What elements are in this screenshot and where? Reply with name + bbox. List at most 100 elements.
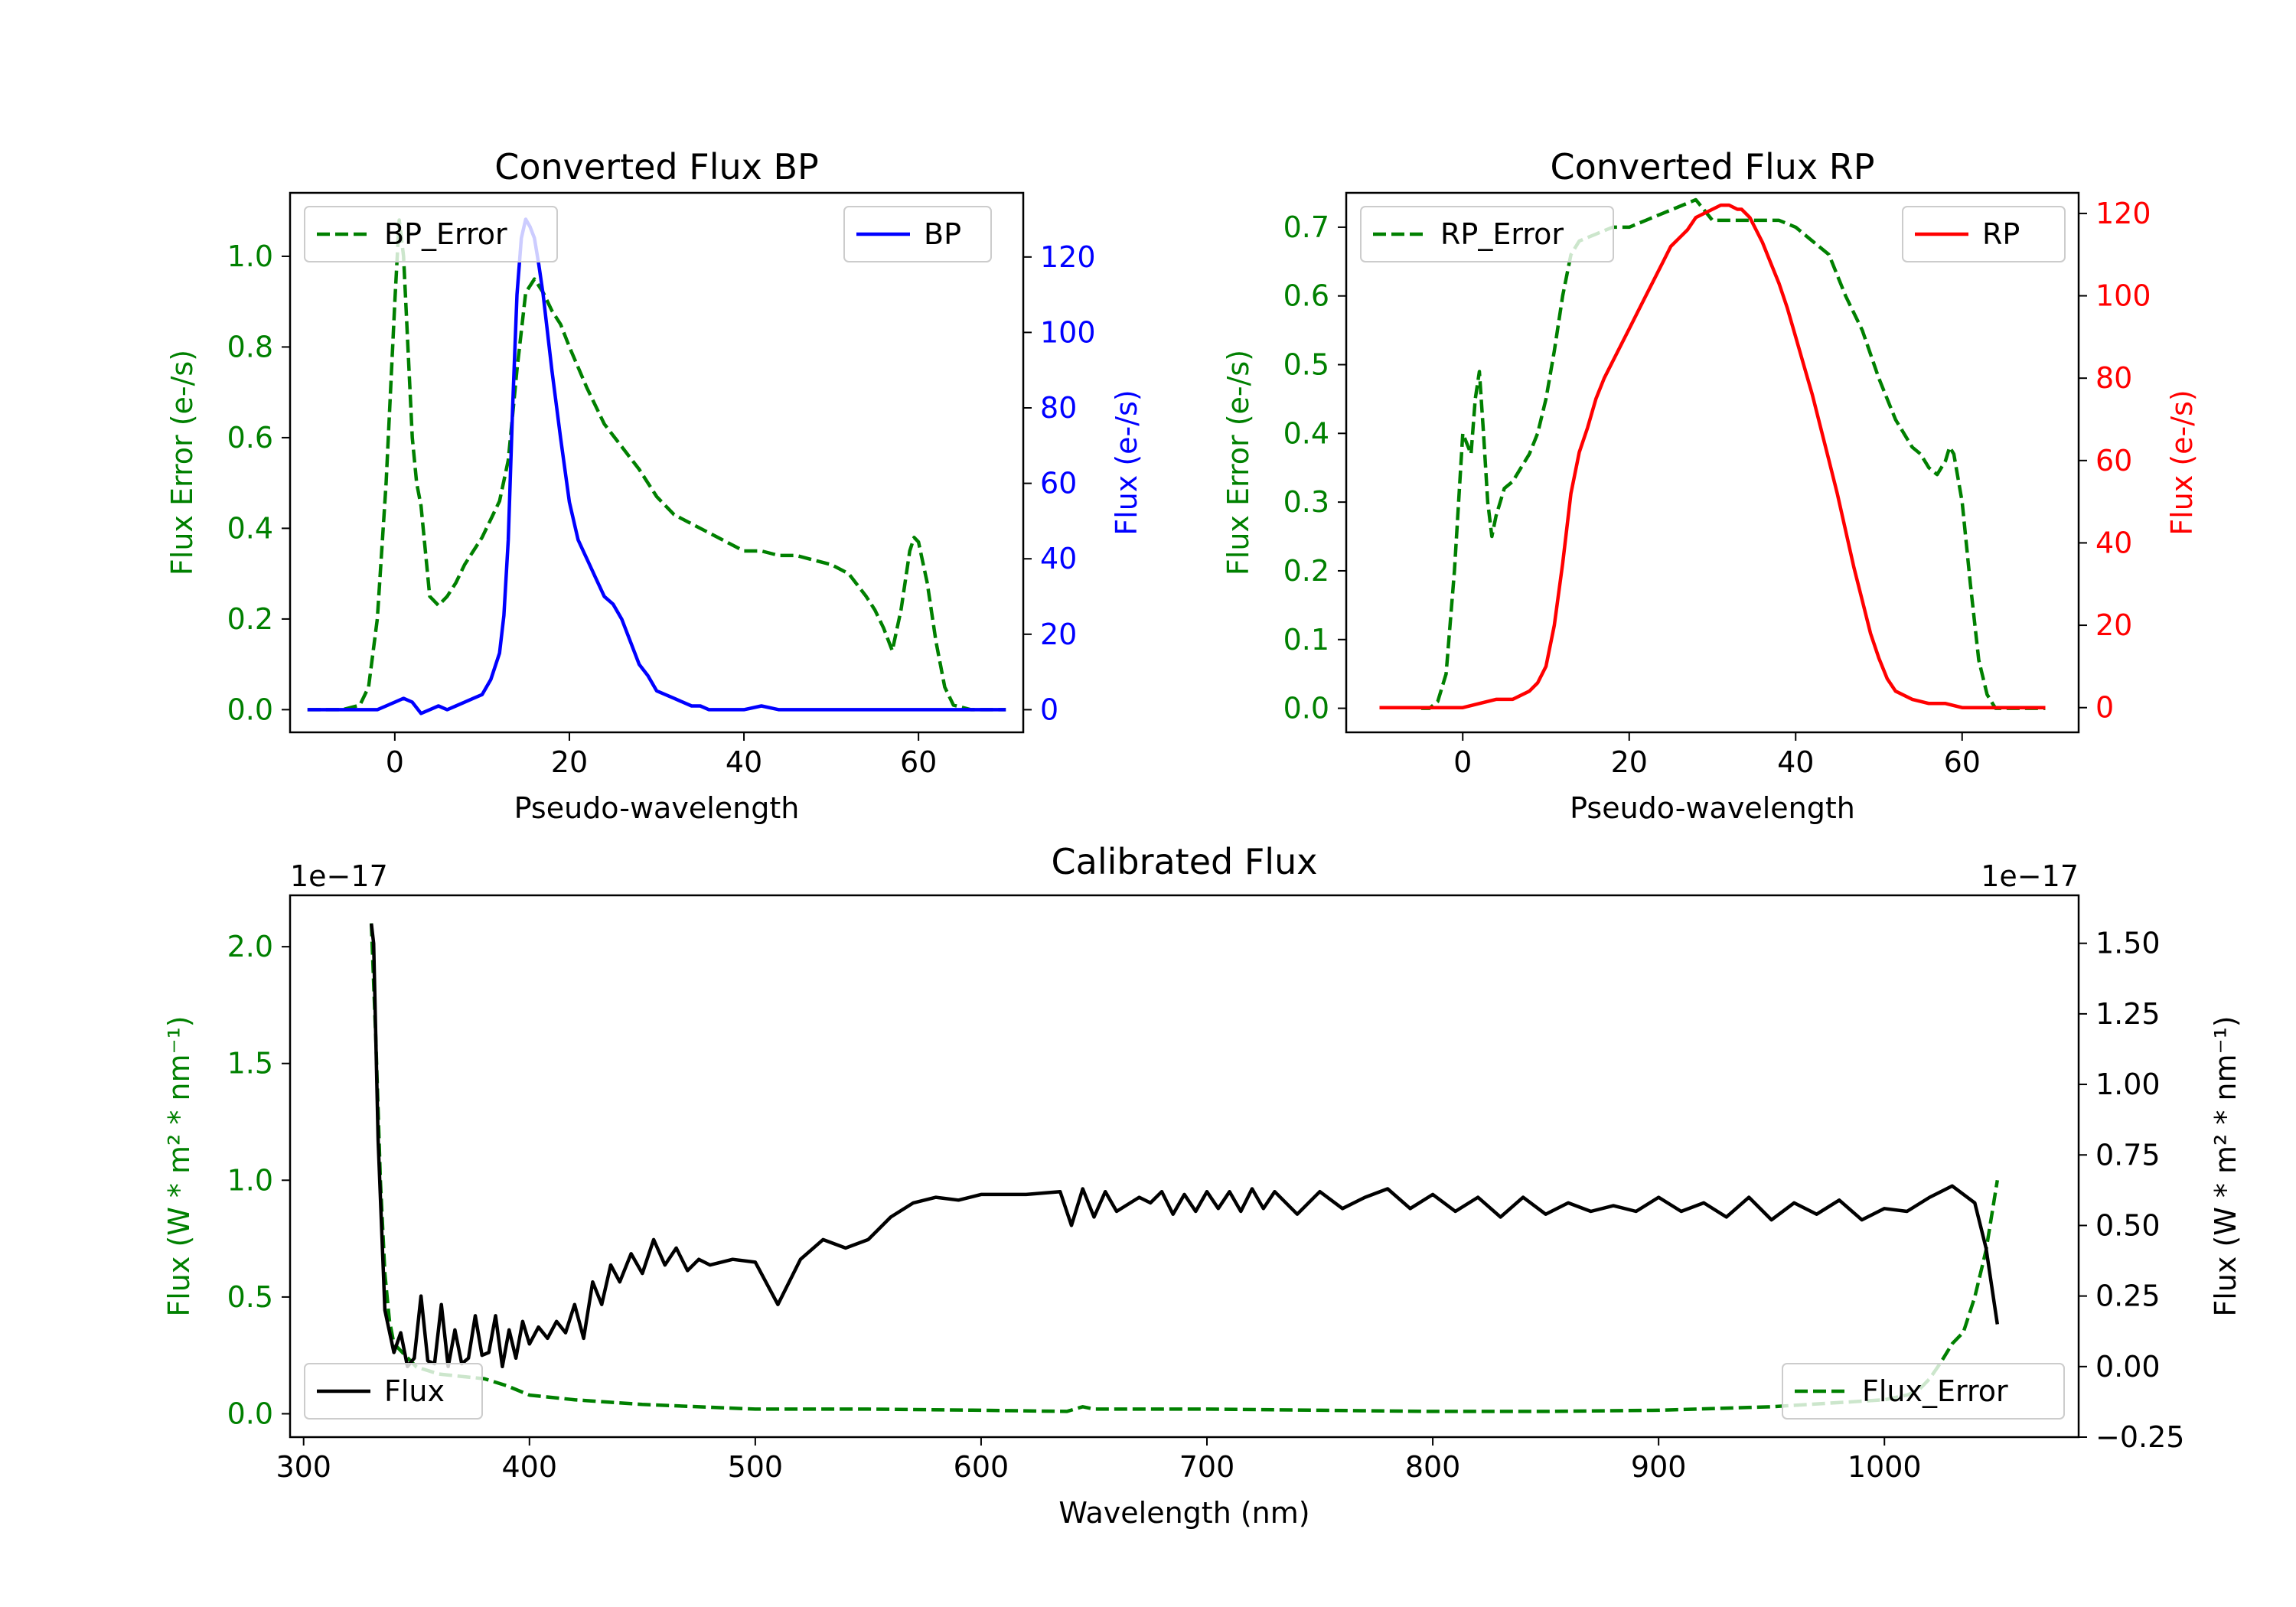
x-axis-label: Pseudo-wavelength — [1570, 791, 1855, 825]
legend-label: BP — [924, 217, 961, 251]
y-right-tick-label: 40 — [2095, 526, 2132, 559]
legend-box — [1782, 1363, 2065, 1420]
y-right-tick-label: 100 — [2095, 279, 2151, 313]
y-right-tick-label: 1.00 — [2095, 1068, 2161, 1101]
y-right-tick-label: 120 — [2095, 197, 2151, 230]
y-left-tick-label: 1.5 — [227, 1047, 273, 1081]
y-right-tick-label: 0 — [1040, 693, 1058, 726]
series-line-flux — [369, 923, 2000, 1369]
y-left-tick-label: 0.1 — [1283, 623, 1329, 657]
legend-rp: RP — [1902, 206, 2066, 262]
x-tick-label: 60 — [900, 745, 937, 779]
chart-title: Calibrated Flux — [1052, 841, 1318, 882]
legend-bp: BP — [843, 206, 992, 262]
legend-label: RP — [1982, 217, 2020, 251]
x-tick-label: 20 — [1611, 745, 1648, 779]
legend-label: RP_Error — [1440, 217, 1564, 251]
y-left-tick-label: 0.7 — [1283, 210, 1329, 244]
y-left-tick-label: 0.0 — [1283, 692, 1329, 725]
axes-frame — [289, 894, 2080, 1439]
y-left-axis-label: Flux (W * m² * nm⁻¹) — [162, 1015, 196, 1316]
chart-cal: 300 400 500 600 700 800 900 1000 0.0 0.5 1.0 1.5 2.0… — [162, 841, 2242, 1530]
axes-frame — [1345, 191, 2080, 734]
x-tick-label: 900 — [1631, 1450, 1687, 1484]
y-left-offset-label: 1e−17 — [290, 859, 388, 893]
y-left-tick-label: 0.3 — [1283, 485, 1329, 519]
x-tick-label: 0 — [1453, 745, 1472, 779]
y-left-axis-label: Flux Error (e-/s) — [165, 350, 199, 575]
x-tick-label: 800 — [1405, 1450, 1461, 1484]
legend-box — [1902, 206, 2066, 262]
y-right-tick-label: 40 — [1040, 542, 1077, 575]
legend-rp-error: RP_Error — [1360, 206, 1614, 262]
y-right-axis-label: Flux (e-/s) — [2165, 390, 2199, 535]
x-axis-label: Wavelength (nm) — [1058, 1496, 1309, 1530]
x-tick-label: 0 — [386, 745, 404, 779]
y-right-tick-label: 1.50 — [2095, 927, 2161, 960]
y-right-tick-label: 60 — [2095, 444, 2132, 478]
y-right-tick-label: 80 — [2095, 361, 2132, 395]
y-right-tick-label: 0.75 — [2095, 1138, 2161, 1172]
legend-bp-error: BP_Error — [304, 206, 558, 262]
x-tick-label: 700 — [1179, 1450, 1235, 1484]
legend-flux: Flux — [304, 1363, 483, 1420]
y-right-tick-label: 80 — [1040, 391, 1077, 425]
x-tick-label: 500 — [728, 1450, 784, 1484]
legend-box — [304, 206, 558, 262]
y-right-tick-label: 0.50 — [2095, 1208, 2161, 1242]
legend-box — [843, 206, 992, 262]
y-left-tick-label: 0.6 — [1283, 279, 1329, 313]
legend-box — [304, 1363, 483, 1420]
y-left-tick-label: 1.0 — [227, 240, 273, 273]
series-line-bp-error — [307, 218, 1006, 712]
x-tick-label: 300 — [276, 1450, 331, 1484]
chart-bp: 0 20 40 60 0.0 0.2 0.4 0.6 0.8 1.0 0 20 40 60 80 100 120… — [165, 146, 1143, 825]
x-tick-label: 400 — [502, 1450, 558, 1484]
y-left-tick-label: 0.5 — [227, 1280, 273, 1314]
x-tick-label: 600 — [954, 1450, 1009, 1484]
x-tick-label: 1000 — [1848, 1450, 1922, 1484]
y-right-tick-label: 0.25 — [2095, 1279, 2161, 1313]
y-right-axis-label: Flux (W * m² * nm⁻¹) — [2209, 1015, 2242, 1316]
series-line-rp — [1379, 203, 2046, 709]
y-left-tick-label: 0.2 — [227, 602, 273, 636]
y-left-tick-label: 0.2 — [1283, 554, 1329, 588]
x-tick-label: 40 — [726, 745, 762, 779]
x-tick-label: 20 — [551, 745, 588, 779]
y-left-tick-label: 0.8 — [227, 330, 273, 363]
series-line-bp — [307, 217, 1006, 715]
y-left-tick-label: 2.0 — [227, 930, 273, 963]
y-right-tick-label: −0.25 — [2095, 1420, 2184, 1454]
y-right-tick-label: 0 — [2095, 691, 2114, 725]
legend-label: Flux_Error — [1862, 1374, 2008, 1408]
series-line-rp-error — [1420, 197, 2046, 710]
y-left-tick-label: 0.6 — [227, 421, 273, 455]
x-axis-label: Pseudo-wavelength — [514, 791, 800, 825]
y-right-tick-label: 60 — [1040, 467, 1077, 500]
chart-title: Converted Flux RP — [1551, 146, 1875, 187]
y-left-tick-label: 0.4 — [1283, 416, 1329, 450]
y-left-tick-label: 1.0 — [227, 1163, 273, 1197]
legend-label: Flux — [384, 1374, 445, 1408]
axes-frame — [289, 191, 1025, 734]
y-right-tick-label: 1.25 — [2095, 997, 2161, 1031]
y-right-tick-label: 20 — [1040, 618, 1077, 651]
y-right-tick-label: 100 — [1040, 315, 1096, 349]
y-left-tick-label: 0.0 — [227, 693, 273, 726]
x-tick-label: 60 — [1944, 745, 1981, 779]
legend-label: BP_Error — [384, 217, 507, 251]
legend-flux-error: Flux_Error — [1782, 1363, 2065, 1420]
y-left-tick-label: 0.4 — [227, 511, 273, 545]
y-right-offset-label: 1e−17 — [1981, 859, 2079, 893]
x-tick-label: 40 — [1777, 745, 1814, 779]
legend-box — [1360, 206, 1614, 262]
series-line-flux-error — [369, 923, 2000, 1413]
chart-rp: 0 20 40 60 0.0 0.1 0.2 0.3 0.4 0.5 0.6 0.7 0 20 40 60 80… — [1221, 146, 2199, 825]
y-right-axis-label: Flux (e-/s) — [1110, 390, 1143, 535]
y-right-tick-label: 20 — [2095, 608, 2132, 642]
y-left-tick-label: 0.0 — [227, 1397, 273, 1430]
y-left-tick-label: 0.5 — [1283, 348, 1329, 382]
y-left-axis-label: Flux Error (e-/s) — [1221, 350, 1255, 575]
y-right-tick-label: 0.00 — [2095, 1350, 2161, 1384]
